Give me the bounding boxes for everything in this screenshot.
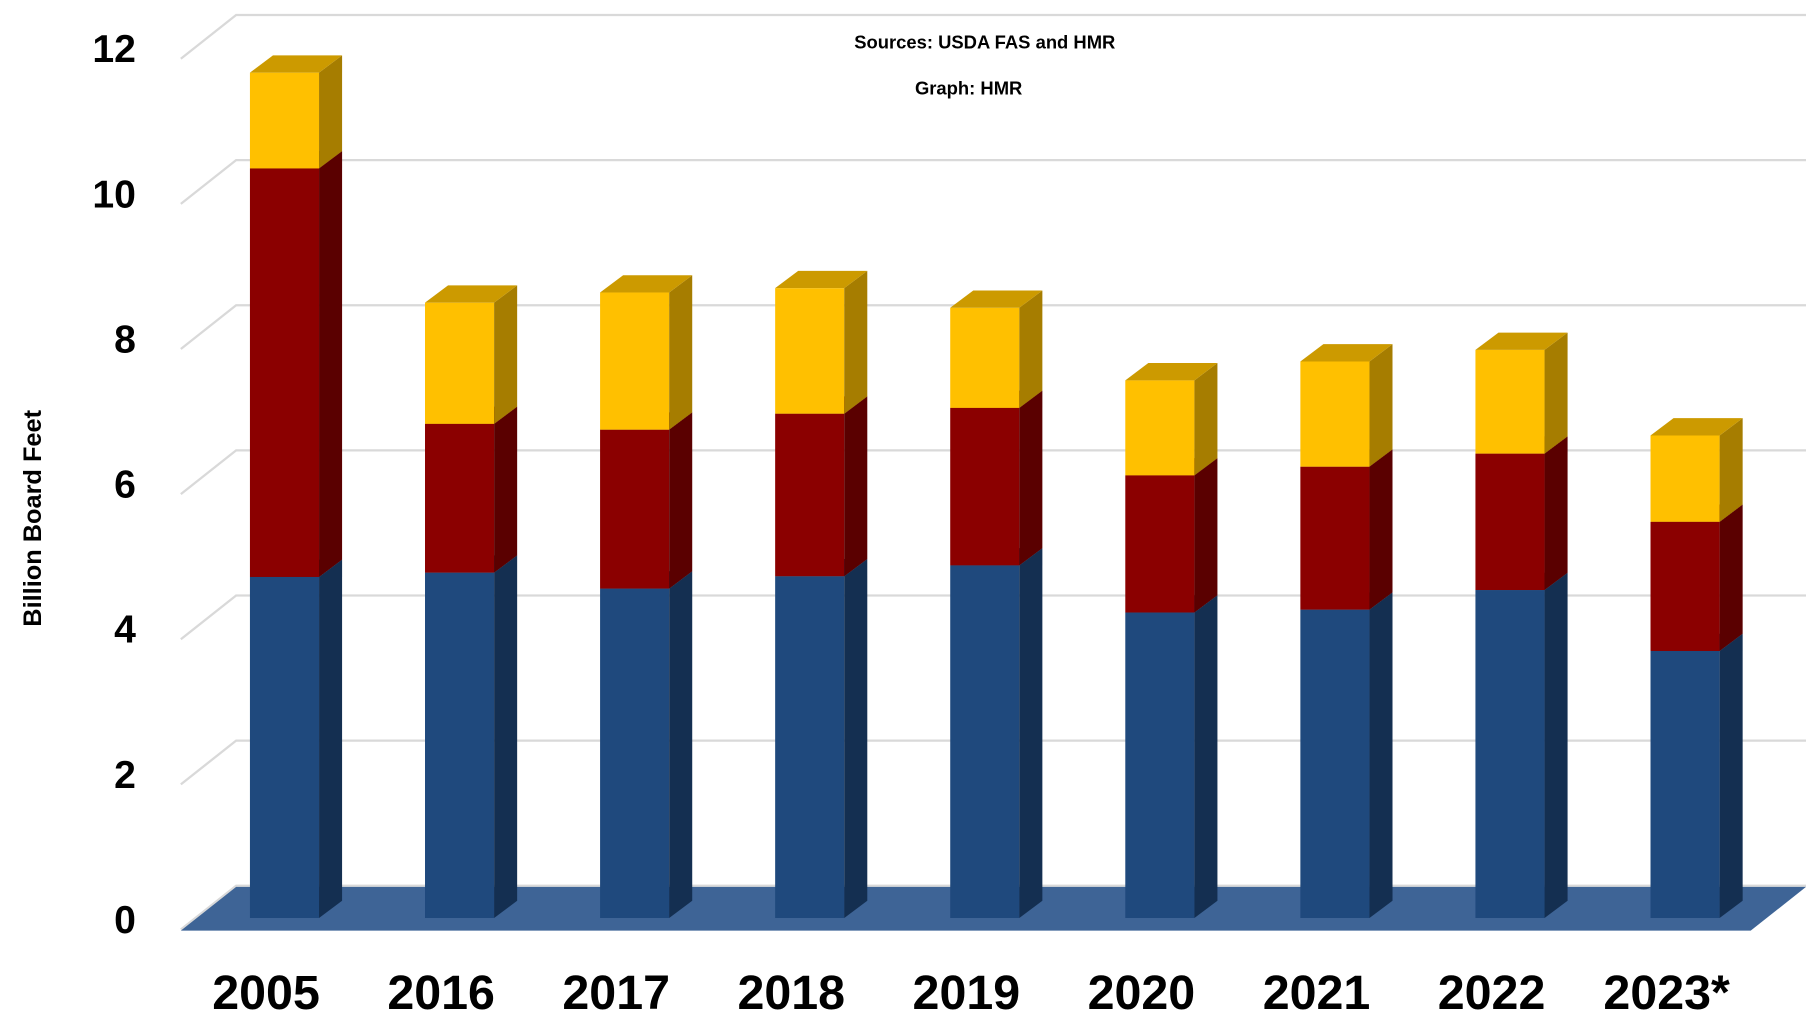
bar-segment [249,72,320,169]
grid-line [180,13,1806,60]
grid-line [180,884,1806,931]
bar-segment [600,588,670,919]
y-tick-label: 0 [114,899,136,942]
x-tick-label: 2018 [737,966,845,1020]
y-tick-label: 12 [92,28,136,71]
x-tick-label: 2023* [1603,966,1730,1020]
bar-segment [775,413,845,577]
bar-side [319,55,343,169]
x-tick-label: 2019 [913,966,1021,1020]
bar-segment [1650,650,1720,919]
bar-top [1650,418,1743,436]
x-tick-label: 2016 [387,966,495,1020]
bar-segment [1300,466,1370,610]
bar-segment [600,292,670,430]
y-tick-label: 4 [114,609,136,652]
bar-side [1019,290,1043,408]
bar-segment [425,302,495,424]
bar-side [1544,572,1568,919]
bar-top [249,55,343,73]
bar-top [600,275,693,293]
bar-side [1719,504,1743,651]
y-tick-label: 2 [114,754,136,797]
grid-line [180,304,1806,350]
x-tick-label: 2022 [1438,966,1546,1020]
grid-line [180,449,1806,496]
bar-segment [1300,609,1370,919]
y-tick-label: 6 [114,464,136,507]
bar-side [494,555,518,919]
bar-side [1194,458,1218,613]
bar-segment [950,407,1020,566]
x-tick-label: 2017 [562,966,670,1020]
bar-segment [1300,361,1370,467]
bar-segment [950,565,1020,919]
bar-segment [1650,435,1720,522]
bar-top [1125,363,1218,381]
bar-segment [1650,521,1720,651]
bar-segment [249,576,320,919]
y-tick-label: 8 [114,318,136,361]
bar-top [425,285,518,303]
bar-top [775,270,868,289]
chart-annotation: Graph: HMR [915,78,1022,99]
bar-segment [775,576,845,919]
bar-segment [425,572,495,919]
bar-side [1719,418,1743,522]
grid-line [180,594,1806,641]
y-axis-title: Billion Board Feet [19,409,47,626]
bar-side [1194,363,1218,476]
bar-side [319,559,343,919]
bar-side [669,571,693,919]
grid-line [180,739,1806,786]
bar-top [1300,344,1393,362]
bar-side [1544,436,1568,591]
bar-segment [775,288,845,414]
x-tick-label: 2020 [1088,966,1196,1020]
bar-side [1019,390,1043,566]
bar-segment [1125,380,1195,476]
bar-side [1369,592,1393,919]
bar-top [950,290,1043,308]
bar-segment [1475,590,1545,919]
bar-segment [1125,475,1195,613]
bar-side [1194,595,1218,919]
bar-segment [1125,612,1195,919]
bar-side [844,396,868,577]
bar-top [1475,332,1568,350]
bar-side [494,285,518,424]
chart-subtitle: Sources: USDA FAS and HMR [854,32,1115,53]
bar-side [1544,332,1568,454]
bar-side [669,275,693,430]
grid-line [180,158,1806,205]
bar-segment [600,429,670,589]
bar-segment [950,307,1020,408]
bar-side [669,412,693,589]
bar-segment [425,423,495,573]
x-tick-label: 2021 [1263,966,1371,1020]
bar-side [494,406,518,573]
bar-side [844,270,868,414]
bar-side [1369,344,1393,467]
bar-side [1019,548,1043,919]
bar-segment [1475,453,1545,591]
bar-side [319,151,343,577]
bar-segment [1475,349,1545,454]
bar-side [1719,633,1743,919]
bar-segment [249,168,320,577]
bar-side [844,558,868,919]
x-tick-label: 2005 [212,966,320,1020]
bar-side [1369,449,1393,610]
y-tick-label: 10 [92,173,136,216]
